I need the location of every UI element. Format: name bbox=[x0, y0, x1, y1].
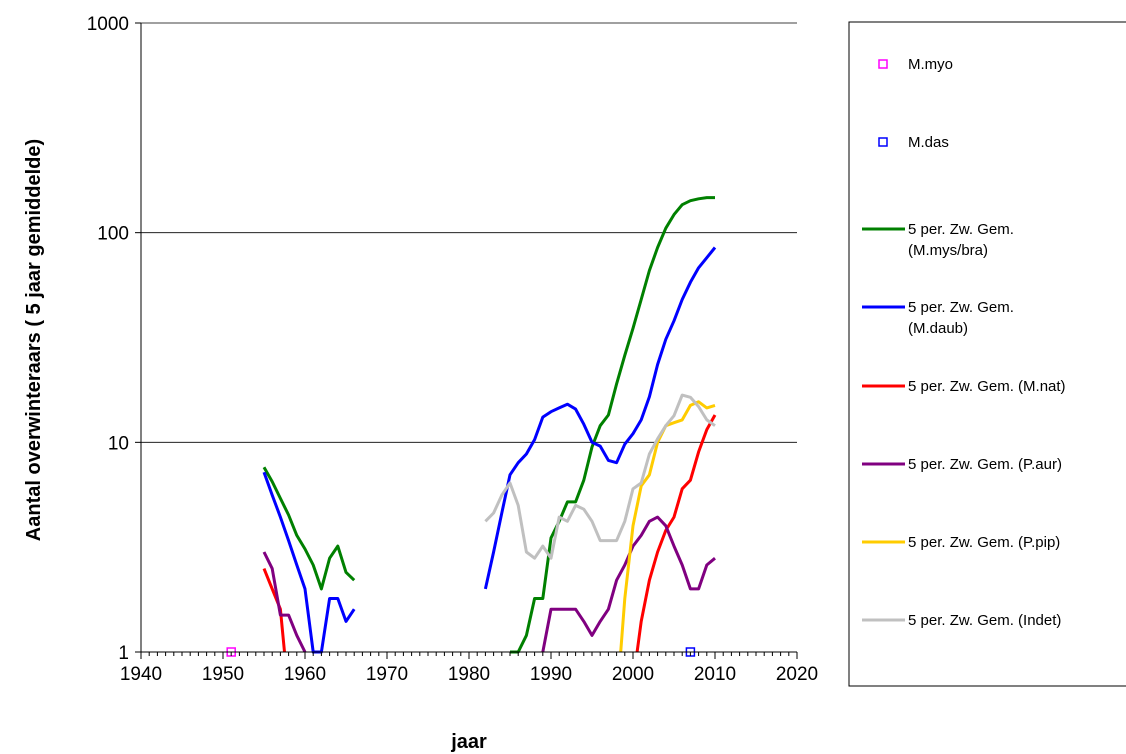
x-tick-label: 2010 bbox=[694, 664, 736, 685]
legend-label: 5 per. Zw. Gem. (P.aur) bbox=[908, 456, 1062, 473]
gridlines bbox=[141, 22, 797, 443]
axes: 1940 1950 1960 1970 1980 1990 2000 2010 2020 1 10 1… bbox=[87, 14, 818, 685]
legend-label: 5 per. Zw. Gem. bbox=[908, 299, 1014, 316]
y-axis-title: Aantal overwinteraars ( 5 jaar gemiddeld… bbox=[23, 139, 45, 541]
y-tick-label: 1000 bbox=[87, 14, 129, 35]
y-tick-label: 10 bbox=[108, 433, 129, 454]
legend: M.myo M.das 5 per. Zw. Gem. (M.mys/bra) 5 pe… bbox=[848, 21, 1126, 687]
legend-label-line2: (M.mys/bra) bbox=[908, 242, 988, 259]
x-tick-label: 1980 bbox=[448, 664, 490, 685]
x-tick-label: 1950 bbox=[202, 664, 244, 685]
legend-label: 5 per. Zw. Gem. (Indet) bbox=[908, 612, 1061, 629]
series-line-5-per-zw-gem-m-mys-bra bbox=[262, 466, 356, 591]
legend-label: M.das bbox=[908, 134, 949, 151]
series-line-5-per-zw-gem-indet bbox=[484, 393, 716, 560]
x-tick-label: 1940 bbox=[120, 664, 162, 685]
legend-marker bbox=[878, 137, 888, 147]
y-tick-label: 100 bbox=[97, 224, 129, 245]
series-line-5-per-zw-gem-m-nat bbox=[635, 414, 717, 653]
legend-marker bbox=[878, 59, 888, 69]
x-axis-title: jaar bbox=[450, 731, 487, 753]
x-tick-label: 1960 bbox=[284, 664, 326, 685]
series-line-5-per-zw-gem-m-daub bbox=[262, 471, 356, 654]
y-tick-label: 1 bbox=[118, 643, 129, 664]
legend-label: 5 per. Zw. Gem. (M.nat) bbox=[908, 378, 1066, 395]
legend-label-line2: (M.daub) bbox=[908, 320, 968, 337]
series-line-5-per-zw-gem-m-mys-bra bbox=[510, 196, 715, 654]
series-line-5-per-zw-gem-p-aur bbox=[262, 551, 307, 653]
legend-label: M.myo bbox=[908, 56, 953, 73]
legend-label: 5 per. Zw. Gem. (P.pip) bbox=[908, 534, 1060, 551]
series-line-5-per-zw-gem-m-daub bbox=[483, 246, 717, 590]
legend-label: 5 per. Zw. Gem. bbox=[908, 221, 1014, 238]
x-tick-label: 1970 bbox=[366, 664, 408, 685]
x-tick-label: 2020 bbox=[776, 664, 818, 685]
x-tick-label: 1990 bbox=[530, 664, 572, 685]
series-layer bbox=[226, 196, 717, 657]
x-tick-label: 2000 bbox=[612, 664, 654, 685]
